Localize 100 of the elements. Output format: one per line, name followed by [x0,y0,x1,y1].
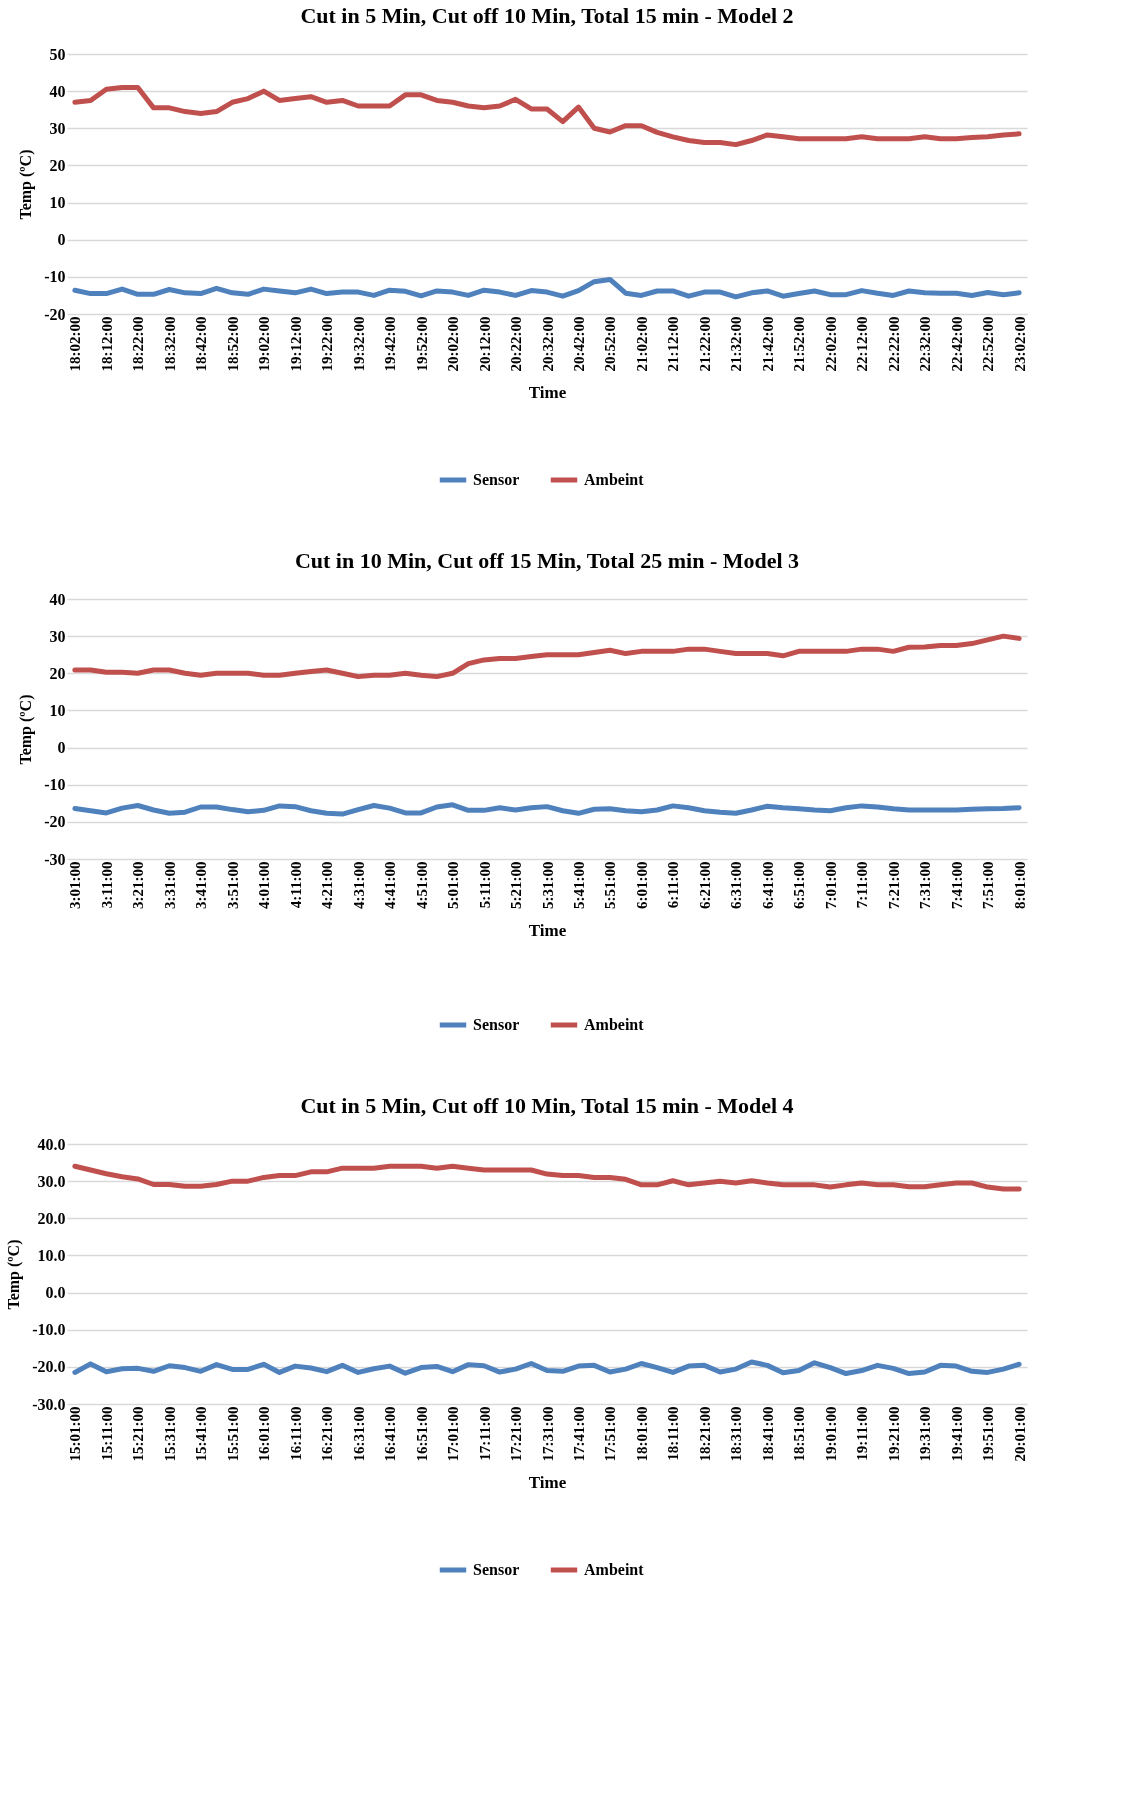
x-tick-label: 17:51:00 [602,1406,619,1462]
y-tick-label: 20 [49,156,66,174]
legend-label: Sensor [473,1561,520,1578]
x-tick-label: 18:31:00 [728,1406,745,1462]
x-tick-label: 18:32:00 [161,316,178,372]
x-tick-label: 19:12:00 [287,316,304,372]
x-tick-label: 22:42:00 [948,316,965,372]
y-tick-label: 30 [49,627,66,645]
y-tick-label: 20 [49,664,66,682]
x-tick-label: 22:02:00 [822,316,839,372]
x-tick-label: 18:02:00 [67,316,84,372]
x-tick-label: 7:41:00 [948,861,965,909]
y-tick-label: 0 [57,739,66,757]
x-tick-label: 6:21:00 [696,861,713,909]
legend-label: Ambeint [584,1561,645,1578]
x-tick-label: 7:11:00 [854,861,871,909]
y-tick-label: -30 [44,850,66,868]
x-tick-label: 4:21:00 [319,861,336,909]
x-tick-label: 3:01:00 [67,861,84,909]
y-tick-label: 10 [49,194,66,212]
x-tick-label: 4:11:00 [287,861,304,909]
chart-title: Cut in 5 Min, Cut off 10 Min, Total 15 min - Model 2 [300,3,794,28]
x-tick-label: 16:01:00 [256,1406,273,1462]
x-tick-label: 6:51:00 [791,861,808,909]
x-tick-label: 3:11:00 [98,861,115,909]
y-axis-title: Temp (ºC) [17,694,36,765]
x-tick-label: 20:01:00 [1011,1406,1028,1462]
legend-label: Sensor [473,1016,520,1033]
x-tick-label: 6:41:00 [759,861,776,909]
y-tick-label: -30.0 [32,1395,66,1413]
x-tick-label: 19:52:00 [413,316,430,372]
x-tick-label: 20:12:00 [476,316,493,372]
x-tick-label: 5:11:00 [476,861,493,909]
x-tick-label: 21:22:00 [696,316,713,372]
x-tick-label: 18:01:00 [633,1406,650,1462]
x-tick-label: 15:11:00 [98,1406,115,1461]
x-tick-label: 17:41:00 [570,1406,587,1462]
chart-title: Cut in 10 Min, Cut off 15 Min, Total 25 min - Model 3 [294,548,800,573]
x-tick-label: 18:52:00 [224,316,241,372]
y-tick-label: 10 [49,701,66,719]
x-tick-label: 15:41:00 [193,1406,210,1462]
x-tick-label: 7:31:00 [917,861,934,909]
x-tick-label: 4:31:00 [350,861,367,909]
x-tick-label: 19:02:00 [256,316,273,372]
x-tick-label: 4:51:00 [413,861,430,909]
x-tick-label: 18:11:00 [665,1406,682,1461]
x-tick-label: 20:52:00 [602,316,619,372]
x-tick-label: 4:01:00 [256,861,273,909]
x-tick-label: 19:21:00 [885,1406,902,1462]
y-tick-label: -20 [44,305,66,323]
x-tick-label: 21:02:00 [633,316,650,372]
chart-title: Cut in 5 Min, Cut off 10 Min, Total 15 min - Model 4 [300,1093,794,1118]
x-tick-label: 5:01:00 [445,861,462,909]
x-tick-label: 19:31:00 [917,1406,934,1462]
x-tick-label: 21:32:00 [728,316,745,372]
x-tick-label: 5:31:00 [539,861,556,909]
x-tick-label: 18:22:00 [130,316,147,372]
y-tick-label: -10 [44,776,66,794]
y-tick-label: 40.0 [37,1135,66,1153]
y-tick-label: 40 [49,590,66,608]
x-tick-label: 19:11:00 [854,1406,871,1461]
x-tick-label: 7:21:00 [885,861,902,909]
x-tick-label: 21:42:00 [759,316,776,372]
y-tick-label: 0.0 [45,1284,66,1302]
x-tick-label: 6:31:00 [728,861,745,909]
x-tick-label: 17:21:00 [508,1406,525,1462]
y-tick-label: -10 [44,268,66,286]
y-tick-label: 30 [49,119,66,137]
y-axis-title: Temp (ºC) [5,1239,24,1310]
x-tick-label: 4:41:00 [382,861,399,909]
x-tick-label: 17:11:00 [476,1406,493,1461]
x-tick-label: 8:01:00 [1011,861,1028,909]
y-tick-label: -20.0 [32,1358,66,1376]
x-tick-label: 3:51:00 [224,861,241,909]
x-tick-label: 22:52:00 [980,316,997,372]
y-tick-label: 40 [49,82,66,100]
x-tick-label: 3:41:00 [193,861,210,909]
x-tick-label: 16:21:00 [319,1406,336,1462]
x-tick-label: 15:51:00 [224,1406,241,1462]
x-tick-label: 3:21:00 [130,861,147,909]
x-tick-label: 19:32:00 [350,316,367,372]
y-tick-label: 0 [57,231,66,249]
x-tick-label: 16:41:00 [382,1406,399,1462]
x-tick-label: 15:21:00 [130,1406,147,1462]
x-tick-label: 18:51:00 [791,1406,808,1462]
legend-label: Ambeint [584,1016,645,1033]
x-tick-label: 19:41:00 [948,1406,965,1462]
x-tick-label: 20:42:00 [570,316,587,372]
x-tick-label: 5:41:00 [570,861,587,909]
x-tick-label: 6:11:00 [665,861,682,909]
x-tick-label: 3:31:00 [161,861,178,909]
x-tick-label: 17:01:00 [445,1406,462,1462]
y-tick-label: -10.0 [32,1321,66,1339]
x-tick-label: 19:01:00 [822,1406,839,1462]
y-tick-label: 10.0 [37,1246,66,1264]
legend-label: Ambeint [584,471,645,488]
x-tick-label: 6:01:00 [633,861,650,909]
y-tick-label: -20 [44,813,66,831]
x-tick-label: 19:51:00 [980,1406,997,1462]
x-tick-label: 18:21:00 [696,1406,713,1462]
